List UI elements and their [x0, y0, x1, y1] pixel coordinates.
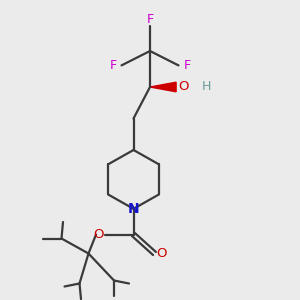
Text: O: O — [94, 228, 104, 241]
Text: F: F — [110, 59, 117, 72]
Polygon shape — [150, 82, 176, 92]
Text: O: O — [178, 80, 188, 94]
Text: H: H — [201, 80, 211, 94]
Text: O: O — [156, 247, 167, 260]
Text: F: F — [146, 13, 154, 26]
Text: N: N — [128, 202, 139, 216]
Text: F: F — [183, 59, 190, 72]
